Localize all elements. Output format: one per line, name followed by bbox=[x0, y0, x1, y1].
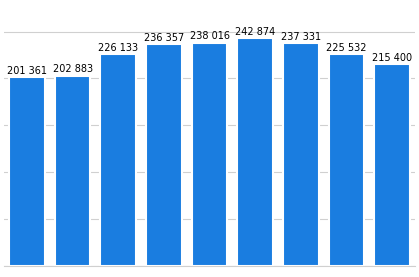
Bar bbox=[192, 43, 227, 266]
Bar bbox=[55, 76, 91, 266]
Bar bbox=[9, 77, 45, 266]
Bar bbox=[146, 44, 182, 266]
Text: 242 874: 242 874 bbox=[235, 27, 275, 37]
Text: 237 331: 237 331 bbox=[281, 32, 321, 42]
Text: 201 361: 201 361 bbox=[7, 66, 47, 76]
Text: 236 357: 236 357 bbox=[144, 33, 184, 43]
Bar bbox=[283, 43, 318, 266]
Bar bbox=[101, 54, 136, 266]
Text: 226 133: 226 133 bbox=[98, 42, 138, 53]
Text: 215 400: 215 400 bbox=[372, 53, 412, 63]
Bar bbox=[237, 38, 273, 266]
Bar bbox=[374, 64, 410, 266]
Bar bbox=[328, 55, 364, 266]
Text: 225 532: 225 532 bbox=[326, 43, 367, 53]
Text: 202 883: 202 883 bbox=[52, 64, 93, 74]
Text: 238 016: 238 016 bbox=[189, 31, 230, 41]
